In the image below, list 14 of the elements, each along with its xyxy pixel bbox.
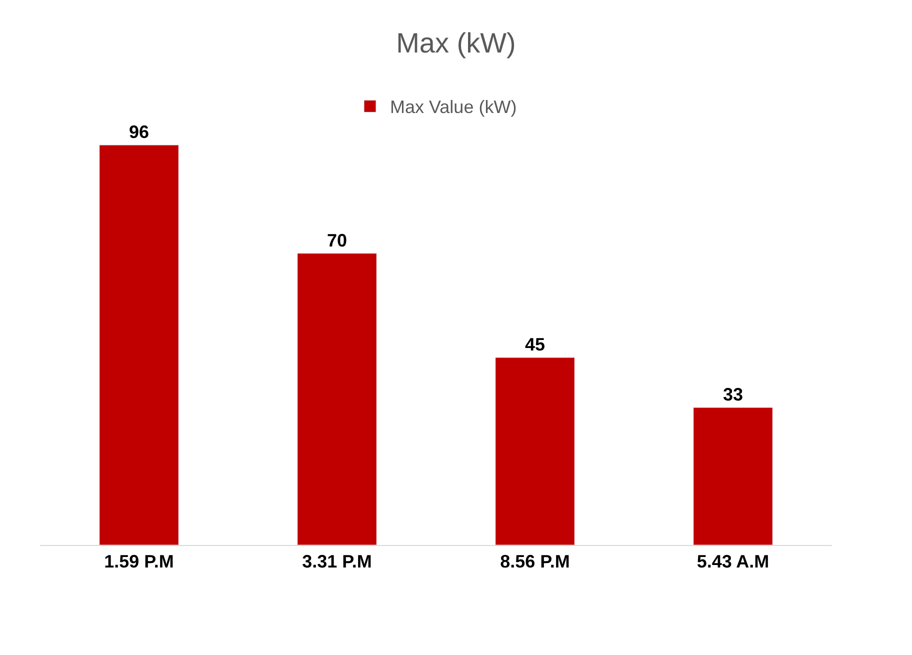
bar — [495, 357, 575, 545]
x-tick-label: 5.43 A.M — [696, 552, 770, 572]
chart-title: Max (kW) — [396, 27, 516, 58]
bar — [693, 407, 773, 545]
data-label: 70 — [326, 230, 348, 250]
data-label: 96 — [128, 122, 150, 142]
legend-label: Max Value (kW) — [390, 97, 517, 118]
x-tick-label: 8.56 P.M — [500, 552, 570, 572]
x-tick-label: 3.31 P.M — [302, 552, 372, 572]
x-tick-label: 1.59 P.M — [104, 552, 174, 572]
data-label: 33 — [722, 384, 744, 404]
bar — [99, 144, 179, 545]
bar — [297, 253, 377, 545]
data-label: 45 — [524, 334, 546, 354]
